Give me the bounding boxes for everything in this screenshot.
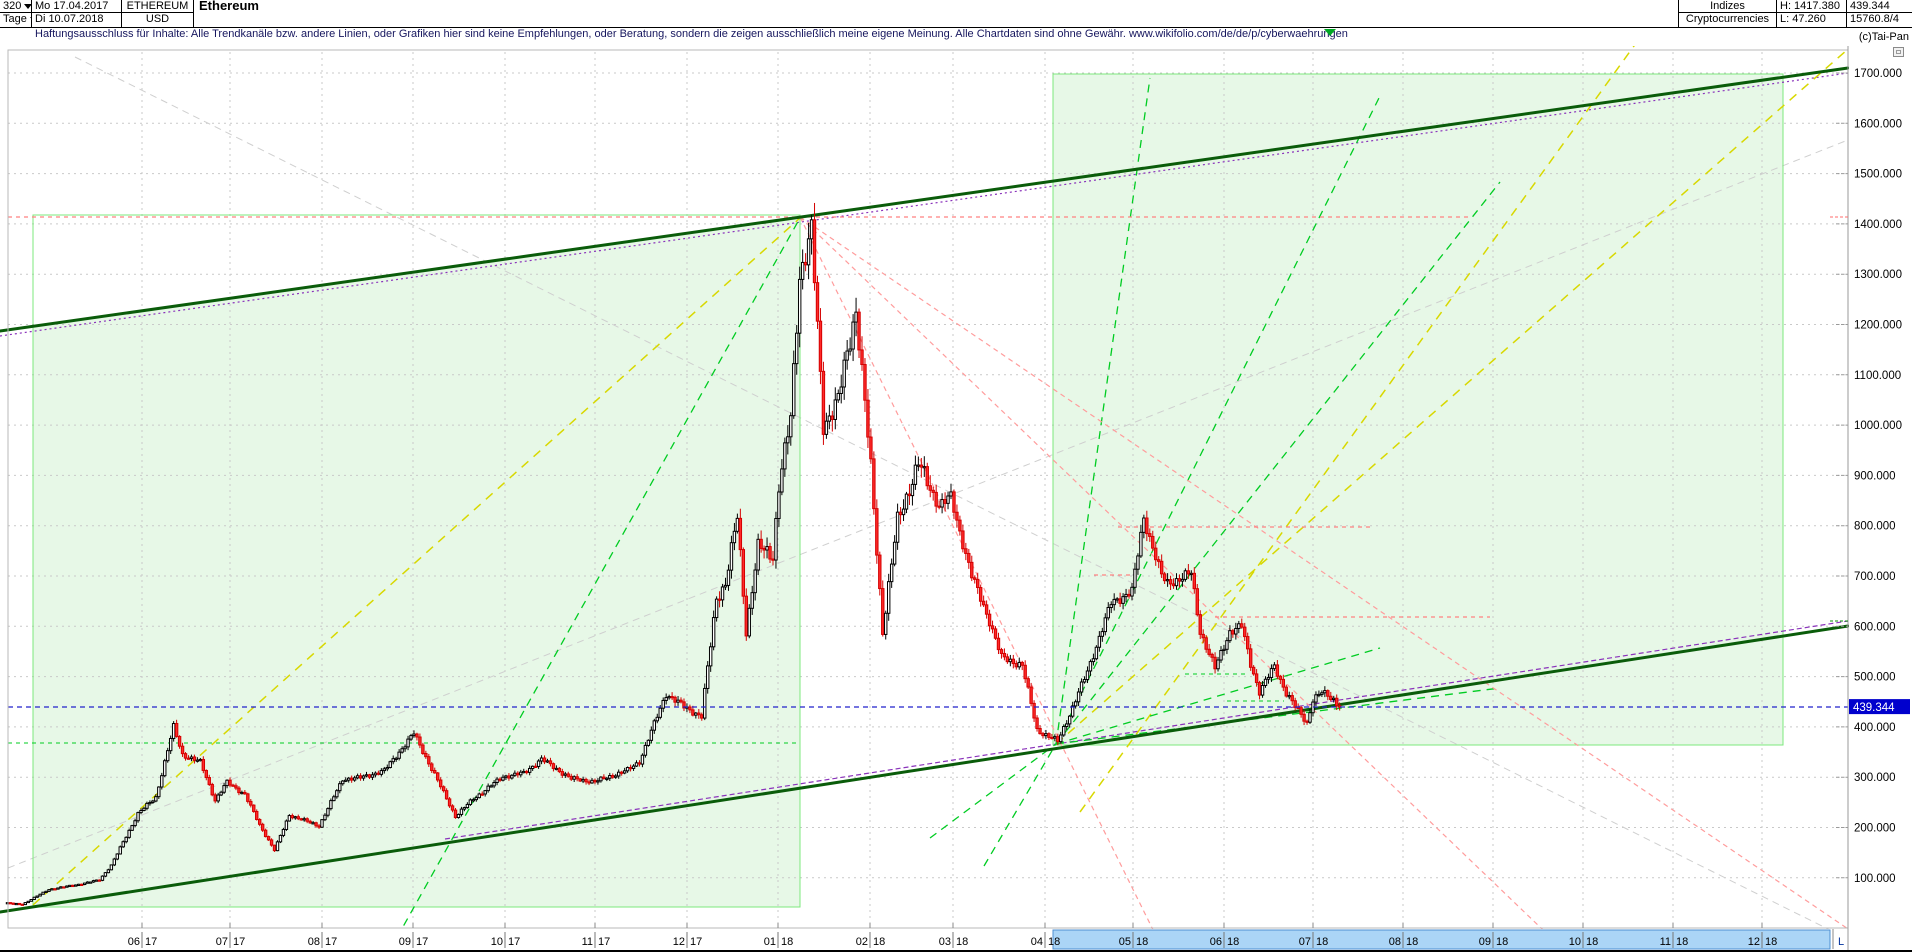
year-label: 17 <box>233 936 245 948</box>
symbol-label: ETHEREUM <box>122 0 194 13</box>
month-label: 07 <box>1299 936 1311 948</box>
price-tick-label: 1100.000 <box>1854 370 1901 382</box>
price-tick-label: 1700.000 <box>1854 68 1902 80</box>
period-high-label: H: 1417.380 <box>1777 0 1847 13</box>
year-label: 17 <box>690 936 702 948</box>
last-price-label: 439.344 <box>1847 0 1912 13</box>
price-tick-label: 400.000 <box>1854 722 1896 734</box>
price-tick-label: 800.000 <box>1854 521 1896 533</box>
year-label: 18 <box>1136 936 1148 948</box>
price-tick-label: 900.000 <box>1854 470 1896 482</box>
scale-options-icon[interactable] <box>1893 47 1904 57</box>
category-label: Cryptocurrencies <box>1678 13 1777 27</box>
year-label: 17 <box>145 936 157 948</box>
green-support-segments <box>8 673 1284 744</box>
year-label: 18 <box>873 936 885 948</box>
price-tick-label: 1400.000 <box>1854 219 1902 231</box>
month-label: 12 <box>1748 936 1760 948</box>
last-marker-label: L <box>1838 936 1844 948</box>
month-label: 01 <box>764 936 776 948</box>
region-borders <box>32 73 1784 908</box>
chevron-down-icon <box>29 16 31 22</box>
year-label: 17 <box>508 936 520 948</box>
red-resistance-levels <box>8 216 1490 618</box>
trend-channel-lines <box>0 66 1850 914</box>
chevron-down-icon <box>24 3 31 9</box>
year-label: 17 <box>325 936 337 948</box>
axis-highlight-range[interactable] <box>1052 929 1831 950</box>
taipan-watermark: (c)Tai-Pan <box>1855 31 1909 43</box>
month-label: 11 <box>582 936 593 948</box>
current-price-value: 439.344 <box>1853 702 1895 714</box>
price-tick-label: 1200.000 <box>1854 320 1902 332</box>
violet-parallel-lines <box>0 72 1849 840</box>
index-group-label: Indizes <box>1678 0 1777 13</box>
trend-channel-region-2 <box>1053 74 1783 745</box>
year-label: 18 <box>1406 936 1418 948</box>
candlesticks <box>5 202 1342 906</box>
month-label: 02 <box>856 936 868 948</box>
yellow-trend-lines <box>32 9 1873 906</box>
month-label: 12 <box>673 936 685 948</box>
year-label: 18 <box>1676 936 1688 948</box>
month-label: 05 <box>1119 936 1131 948</box>
month-label: 09 <box>399 936 411 948</box>
axis-bottom-border <box>0 950 1912 952</box>
month-label: 10 <box>491 936 503 948</box>
price-tick-label: 700.000 <box>1854 571 1896 583</box>
bars-count-dropdown[interactable]: 320 <box>0 0 32 13</box>
extra-quote-label: 15760.8/4 <box>1847 13 1912 27</box>
month-label: 09 <box>1479 936 1491 948</box>
price-tick-label: 600.000 <box>1854 621 1896 633</box>
lower-channel-line <box>0 624 1850 914</box>
price-tick-label: 1300.000 <box>1854 269 1902 281</box>
price-scale[interactable]: 1700.000 1600.000 1500.000 1400.000 1300.000… <box>1830 46 1912 950</box>
year-label: 18 <box>1048 936 1060 948</box>
gray-trend-diagonals <box>7 56 1849 936</box>
price-tick-label: 1600.000 <box>1854 118 1902 130</box>
time-axis: 06 17 07 17 08 17 09 17 10 17 11 17 12 17 01 18 02 18 03 18… <box>0 923 1912 952</box>
current-price-marker <box>1849 699 1910 715</box>
price-tick-label: 200.000 <box>1854 823 1896 835</box>
month-label: 10 <box>1569 936 1581 948</box>
trend-channel-regions <box>33 74 1783 907</box>
month-label: 03 <box>939 936 951 948</box>
instrument-title: Ethereum <box>196 0 1676 27</box>
year-label: 17 <box>598 936 610 948</box>
month-label: 06 <box>1210 936 1222 948</box>
year-label: 18 <box>1496 936 1508 948</box>
year-label: 18 <box>1316 936 1328 948</box>
green-fan-lines <box>389 77 1501 951</box>
price-tick-label: 500.000 <box>1854 672 1896 684</box>
upper-channel-line <box>0 66 1850 333</box>
price-tick-label: 300.000 <box>1854 772 1896 784</box>
period-low-label: L: 47.260 <box>1777 13 1847 27</box>
last-bar-marker-icon <box>1324 29 1336 36</box>
year-label: 18 <box>1586 936 1598 948</box>
price-tick-label: 1000.000 <box>1854 420 1902 432</box>
disclaimer-text: Haftungsausschluss für Inhalte: Alle Tre… <box>0 28 1912 46</box>
date-to-field[interactable]: Di 10.07.2018 <box>32 13 122 27</box>
header: 320 Tage Mo 17.04.2017 Di 10.07.2018 ETH… <box>0 0 1912 28</box>
currency-label: USD <box>122 13 194 27</box>
year-label: 18 <box>1765 936 1777 948</box>
month-label: 08 <box>1389 936 1401 948</box>
price-tick-label: 100.000 <box>1854 873 1896 885</box>
timeframe-dropdown[interactable]: Tage <box>0 13 32 27</box>
date-from-field[interactable]: Mo 17.04.2017 <box>32 0 122 13</box>
year-label: 18 <box>781 936 793 948</box>
year-label: 17 <box>416 936 428 948</box>
year-label: 18 <box>1227 936 1239 948</box>
month-label: 11 <box>1660 936 1671 948</box>
gridlines <box>8 52 1848 928</box>
month-label: 07 <box>216 936 228 948</box>
month-label: 04 <box>1031 936 1043 948</box>
month-label: 08 <box>308 936 320 948</box>
price-tick-label: 1500.000 <box>1854 169 1902 181</box>
year-label: 18 <box>956 936 968 948</box>
month-label: 06 <box>128 936 140 948</box>
